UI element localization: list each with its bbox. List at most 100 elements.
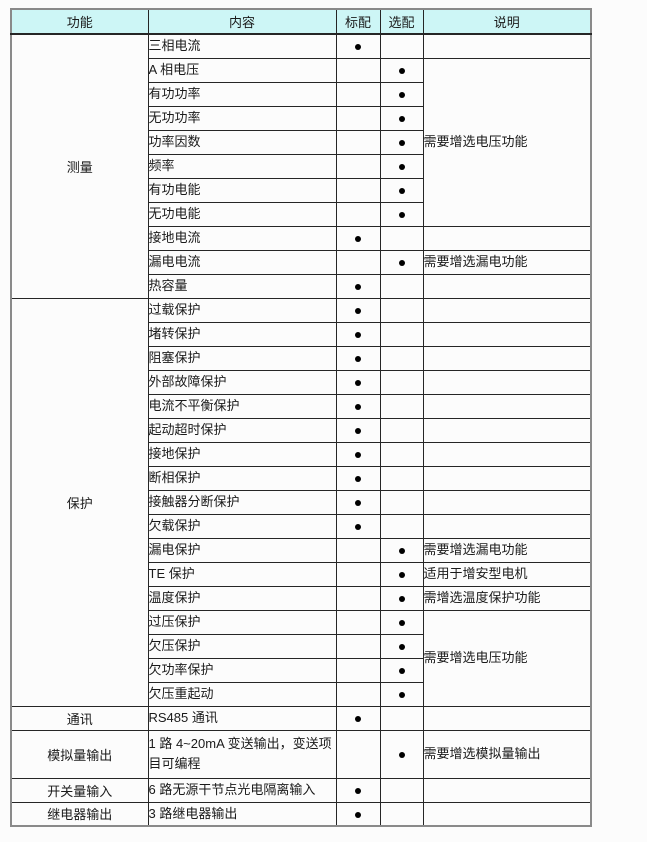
included-dot-icon [355,811,361,818]
standard-cell [335,393,381,419]
header-optional: 选配 [379,8,424,35]
included-dot-icon [398,164,405,171]
optional-cell [379,153,424,179]
optional-cell [379,681,424,707]
content-cell: 无功功率 [147,105,337,131]
table-row: 测量 三相电流 [10,33,592,299]
standard-cell [335,57,381,83]
content-cell: 漏电电流 [147,249,337,275]
standard-cell [335,273,381,299]
spec-table-body: 测量 三相电流 A 相电压 需要增选电压功能 有功功率 无功功率 功率因数 频率 有功电能 无功电… [10,33,592,827]
optional-cell [379,105,424,131]
optional-cell [379,417,424,443]
included-dot-icon [355,452,361,459]
note-cell: 需要增选电压功能 [422,57,592,227]
content-cell: 接地保护 [147,441,337,467]
table-row: 无功电能 [11,201,591,227]
included-dot-icon [355,476,361,483]
note-cell: 需要增选漏电功能 [422,537,592,563]
included-dot-icon [398,92,405,99]
content-cell: 外部故障保护 [147,369,337,395]
table-row: 外部故障保护 [11,369,592,395]
content-cell: 漏电保护 [147,537,337,563]
content-cell: 接地电流 [147,225,337,251]
table-row: 频率 [11,153,591,179]
note-cell [422,321,592,347]
note-cell [422,513,592,539]
content-cell: 电流不平衡保护 [147,393,337,419]
optional-cell [379,297,424,323]
optional-cell [379,585,424,611]
table-row: 热容量 [11,273,592,299]
note-cell: 需要增选模拟量输出 [422,729,592,779]
note-cell [422,465,592,491]
content-cell: 断相保护 [147,465,337,491]
optional-cell [379,705,424,731]
optional-cell [379,561,424,587]
standard-cell [335,705,381,731]
table-row: 有功电能 [11,177,591,203]
function-cell: 开关量输入 [10,777,149,803]
content-cell: 功率因数 [147,129,337,155]
header-function: 功能 [10,8,149,35]
table-row: 接触器分断保护 [11,489,592,515]
table-row: 无功功率 [11,105,591,131]
standard-cell [335,321,381,347]
included-dot-icon [355,788,361,795]
standard-cell [335,225,381,251]
included-dot-icon [398,752,405,759]
optional-cell [379,81,424,107]
table-row: 保护 过载保护 [10,297,592,707]
standard-cell [335,801,381,827]
standard-cell [335,129,381,155]
note-cell: 需要增选漏电功能 [422,249,592,275]
standard-cell [335,561,381,587]
included-dot-icon [355,428,361,435]
table-row: TE 保护 适用于增安型电机 [11,561,592,587]
note-cell: 需增选温度保护功能 [422,585,592,611]
content-cell: 频率 [147,153,337,179]
table-row: 开关量输入 6 路无源干节点光电隔离输入 [10,777,592,803]
optional-cell [379,201,424,227]
note-cell [422,225,592,251]
standard-cell [335,201,381,227]
note-cell [422,417,592,443]
standard-cell [335,777,381,803]
standard-cell [335,585,381,611]
table-row: 接地电流 [11,225,592,251]
table-row: 功率因数 [11,129,591,155]
included-dot-icon [398,140,405,147]
included-dot-icon [355,236,361,243]
table-row: 通讯 RS485 通讯 [10,705,592,731]
function-cell: 测量 [10,33,149,299]
function-cell: 模拟量输出 [10,729,149,779]
note-cell [422,441,592,467]
included-dot-icon [355,356,361,363]
note-cell [422,393,592,419]
included-dot-icon [355,44,361,51]
included-dot-icon [398,596,405,603]
note-cell [422,777,592,803]
included-dot-icon [398,188,405,195]
included-dot-icon [355,404,361,411]
table-row: 欠压重起动 [11,681,591,707]
content-cell: 欠载保护 [147,513,337,539]
note-cell [422,801,592,827]
note-cell [422,705,592,731]
table-row: 接地保护 [11,441,592,467]
included-dot-icon [355,500,361,507]
included-dot-icon [355,308,361,315]
table-row: 模拟量输出 1 路 4~20mA 变送输出，变送项目可编程 需要增选模拟量输出 [10,729,592,779]
optional-cell [379,225,424,251]
note-cell: 需要增选电压功能 [422,609,592,707]
included-dot-icon [398,68,405,75]
header-standard: 标配 [335,8,381,35]
content-cell: 堵转保护 [147,321,337,347]
content-cell: 6 路无源干节点光电隔离输入 [147,777,337,803]
optional-cell [379,393,424,419]
optional-cell [379,609,424,635]
function-cell: 通讯 [10,705,149,731]
function-cell: 继电器输出 [10,801,149,827]
included-dot-icon [398,668,405,675]
content-cell: A 相电压 [147,57,337,83]
